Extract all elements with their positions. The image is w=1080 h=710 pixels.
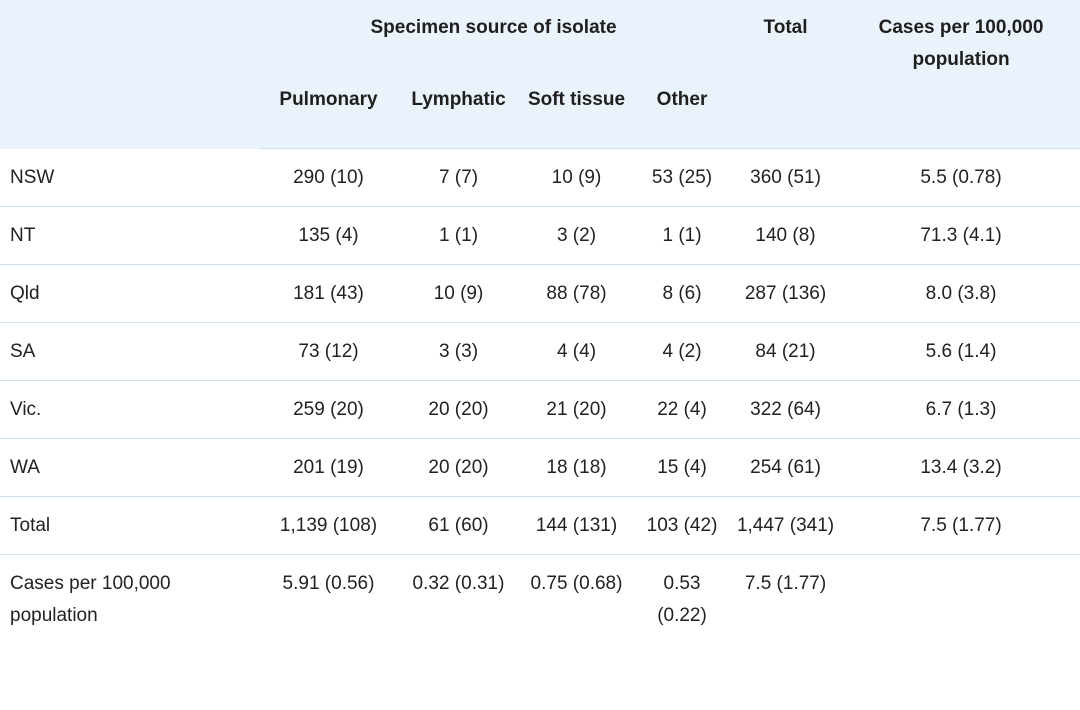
header-empty-cell: [0, 0, 258, 149]
cell-lymphatic: 3 (3): [399, 322, 518, 381]
cell-other: 0.53 (0.22): [657, 573, 707, 626]
cell-soft-tissue: 144 (131): [518, 496, 635, 555]
cell-lymphatic: 0.32 (0.31): [412, 573, 505, 594]
table-row: Cases per 100,000 population 5.91 (0.56) 0…: [0, 555, 1080, 645]
cell-soft-tissue: 88 (78): [518, 264, 635, 323]
cell-other: 15 (4): [635, 438, 730, 497]
cell-lymphatic: 20 (20): [399, 438, 518, 497]
cell-total: 287 (136): [729, 264, 843, 323]
table-row: SA 73 (12) 3 (3) 4 (4) 4 (2) 84 (21) 5.6 (1.4): [0, 322, 1080, 381]
row-label: NSW: [0, 148, 258, 207]
cell-other: 22 (4): [635, 380, 730, 439]
row-label: Qld: [0, 264, 258, 323]
cell-other: 1 (1): [635, 206, 730, 265]
cell-pulmonary: 181 (43): [258, 264, 399, 323]
cell-total: 322 (64): [729, 380, 843, 439]
cell-soft-tissue: 3 (2): [518, 206, 635, 265]
cell-other: 8 (6): [635, 264, 730, 323]
cell-lymphatic: 10 (9): [399, 264, 518, 323]
cell-total: 360 (51): [729, 148, 843, 207]
cell-cases-per-100000: 5.6 (1.4): [842, 322, 1080, 381]
cell-pulmonary: 201 (19): [258, 438, 399, 497]
table-row: Vic. 259 (20) 20 (20) 21 (20) 22 (4) 322 (64)…: [0, 380, 1080, 439]
row-label: SA: [0, 322, 258, 381]
row-label: NT: [0, 206, 258, 265]
cell-cases-per-100000: [842, 555, 1080, 645]
row-label: WA: [0, 438, 258, 497]
cell-lymphatic: 1 (1): [399, 206, 518, 265]
cell-other: 4 (2): [635, 322, 730, 381]
cell-total: 84 (21): [729, 322, 843, 381]
cell-pulmonary: 290 (10): [258, 148, 399, 207]
header-lymphatic: Lymphatic: [399, 52, 518, 149]
row-label: Vic.: [0, 380, 258, 439]
cell-soft-tissue: 10 (9): [518, 148, 635, 207]
cell-lymphatic: 7 (7): [399, 148, 518, 207]
table-row: Qld 181 (43) 10 (9) 88 (78) 8 (6) 287 (136) 8.…: [0, 264, 1080, 323]
header-cases-per-100000: Cases per 100,000 population: [842, 0, 1080, 149]
table-row: NSW 290 (10) 7 (7) 10 (9) 53 (25) 360 (51) 5.5…: [0, 148, 1080, 207]
cell-total: 7.5 (1.77): [744, 573, 827, 594]
cell-pulmonary: 5.91 (0.56): [282, 573, 375, 594]
cell-other: 53 (25): [635, 148, 730, 207]
cell-pulmonary: 259 (20): [258, 380, 399, 439]
cell-soft-tissue: 21 (20): [518, 380, 635, 439]
cell-pulmonary: 1,139 (108): [258, 496, 399, 555]
header-total: Total: [729, 0, 843, 149]
cell-total: 254 (61): [729, 438, 843, 497]
table-row: Total 1,139 (108) 61 (60) 144 (131) 103 (42)…: [0, 496, 1080, 555]
header-soft-tissue: Soft tissue: [518, 52, 635, 149]
cell-cases-per-100000: 6.7 (1.3): [842, 380, 1080, 439]
header-pulmonary: Pulmonary: [258, 52, 399, 149]
cell-lymphatic: 20 (20): [399, 380, 518, 439]
row-label: Cases per 100,000 population: [10, 573, 171, 626]
cell-soft-tissue: 4 (4): [518, 322, 635, 381]
cell-total: 140 (8): [729, 206, 843, 265]
header-other: Other: [635, 52, 730, 149]
cell-soft-tissue: 0.75 (0.68): [530, 573, 623, 594]
table-row: WA 201 (19) 20 (20) 18 (18) 15 (4) 254 (61) 13…: [0, 438, 1080, 497]
cell-soft-tissue: 18 (18): [518, 438, 635, 497]
cell-cases-per-100000: 5.5 (0.78): [842, 148, 1080, 207]
group-header-specimen-source: Specimen source of isolate: [370, 17, 617, 38]
cell-other: 103 (42): [635, 496, 730, 555]
cell-cases-per-100000: 13.4 (3.2): [842, 438, 1080, 497]
cell-pulmonary: 73 (12): [258, 322, 399, 381]
cell-lymphatic: 61 (60): [399, 496, 518, 555]
row-label: Total: [0, 496, 258, 555]
table-header: Specimen source of isolate Total Cases p…: [0, 0, 1080, 149]
data-table: Specimen source of isolate Total Cases p…: [0, 0, 1080, 645]
cell-pulmonary: 135 (4): [258, 206, 399, 265]
table-body: NSW 290 (10) 7 (7) 10 (9) 53 (25) 360 (51) 5.5…: [0, 148, 1080, 645]
cell-total: 1,447 (341): [729, 496, 843, 555]
cell-cases-per-100000: 8.0 (3.8): [842, 264, 1080, 323]
cell-cases-per-100000: 71.3 (4.1): [842, 206, 1080, 265]
cell-cases-per-100000: 7.5 (1.77): [842, 496, 1080, 555]
table-row: NT 135 (4) 1 (1) 3 (2) 1 (1) 140 (8) 71.3 (4.1…: [0, 206, 1080, 265]
